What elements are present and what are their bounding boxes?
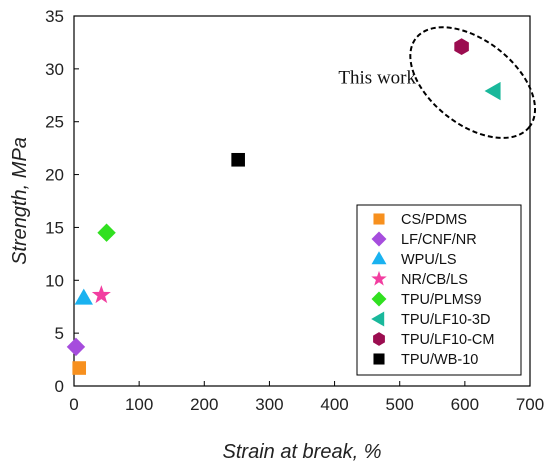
legend: CS/PDMS LF/CNF/NR WPU/LS NR/CB/LS TPU/PLMS9 T… — [356, 204, 522, 376]
y-tick-label: 5 — [55, 324, 64, 343]
y-tick-label: 10 — [45, 271, 64, 290]
y-tick-label: 35 — [45, 7, 64, 26]
x-tick-label: 100 — [125, 395, 153, 414]
legend-label: TPU/LF10-3D — [401, 312, 490, 328]
x-tick-label: 200 — [190, 395, 218, 414]
data-point — [72, 361, 87, 375]
legend-marker — [371, 231, 387, 247]
legend-label: TPU/PLMS9 — [401, 292, 482, 308]
legend-label: NR/CB/LS — [401, 272, 468, 288]
y-tick-label: 0 — [55, 377, 64, 396]
x-tick-label: 500 — [386, 395, 414, 414]
y-tick-label: 30 — [45, 60, 64, 79]
plot-frame — [73, 15, 531, 387]
data-point — [231, 152, 245, 167]
data-point — [74, 288, 93, 305]
data-point — [454, 38, 469, 56]
x-tick-label: 0 — [69, 395, 78, 414]
x-tick-label: 700 — [516, 395, 544, 414]
legend-label: TPU/WB-10 — [401, 352, 478, 368]
data-point — [484, 81, 501, 101]
axes: 0 100 200 300 400 500 600 700 0 5 10 15 20 25 30 35 Stra… — [9, 7, 544, 463]
legend-label: CS/PDMS — [401, 212, 467, 228]
y-tick-label: 25 — [45, 113, 64, 132]
x-tick-label: 400 — [320, 395, 348, 414]
y-axis-title: Strength, MPa — [9, 137, 31, 265]
legend-box — [356, 204, 522, 376]
legend-marker — [371, 291, 387, 307]
data-point — [91, 285, 111, 304]
legend-marker — [371, 311, 385, 327]
legend-label: TPU/LF10-CM — [401, 332, 494, 348]
legend-label: LF/CNF/NR — [401, 232, 477, 248]
y-tick-label: 20 — [45, 166, 64, 185]
legend-marker — [373, 332, 385, 346]
x-axis-title: Strain at break, % — [223, 441, 382, 463]
legend-marker — [373, 213, 385, 225]
legend-marker — [371, 270, 387, 286]
legend-label: WPU/LS — [401, 252, 457, 268]
y-tick-label: 15 — [45, 218, 64, 237]
annotation-layer: This work — [338, 26, 537, 139]
x-tick-label: 300 — [255, 395, 283, 414]
legend-marker — [371, 251, 387, 265]
data-point — [66, 337, 86, 357]
plot-area — [73, 15, 531, 387]
legend-marker — [373, 353, 385, 365]
annotation-ellipse — [409, 26, 537, 139]
annotation-label: This work — [338, 68, 416, 89]
x-tick-label: 600 — [451, 395, 479, 414]
data-point — [97, 223, 116, 242]
data-points — [66, 38, 501, 375]
